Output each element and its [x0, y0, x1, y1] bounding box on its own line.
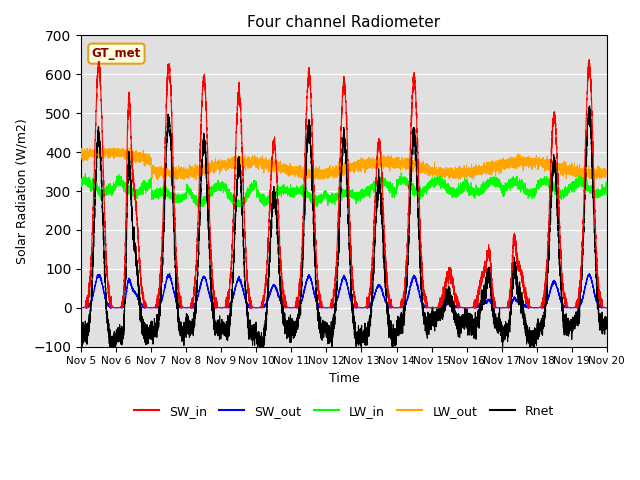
Rnet	[476, 305, 484, 311]
Rnet	[586, 103, 593, 109]
LW_out	[461, 170, 469, 176]
Legend: SW_in, SW_out, LW_in, LW_out, Rnet: SW_in, SW_out, LW_in, LW_out, Rnet	[129, 400, 559, 423]
Title: Four channel Radiometer: Four channel Radiometer	[248, 15, 440, 30]
SW_in	[476, 279, 484, 285]
LW_out	[476, 171, 484, 177]
Rnet	[603, 316, 611, 322]
LW_in	[326, 197, 334, 203]
LW_out	[603, 172, 611, 178]
SW_out	[166, 270, 173, 276]
LW_out	[581, 172, 589, 178]
Line: SW_out: SW_out	[81, 273, 607, 308]
SW_out	[326, 305, 334, 311]
SW_out	[82, 305, 90, 311]
SW_in	[586, 57, 593, 63]
SW_in	[77, 305, 85, 311]
LW_out	[77, 150, 85, 156]
SW_out	[461, 305, 469, 311]
SW_out	[581, 287, 589, 292]
SW_in	[461, 305, 469, 311]
LW_in	[256, 194, 264, 200]
Rnet	[256, 338, 264, 344]
Line: LW_in: LW_in	[81, 173, 607, 206]
Line: LW_out: LW_out	[81, 148, 607, 180]
Rnet	[78, 344, 86, 349]
X-axis label: Time: Time	[328, 372, 359, 385]
Line: SW_in: SW_in	[81, 60, 607, 308]
SW_out	[574, 304, 582, 310]
LW_in	[193, 204, 201, 209]
LW_in	[581, 176, 589, 182]
SW_in	[82, 305, 90, 311]
Rnet	[574, 312, 582, 318]
Rnet	[77, 335, 85, 341]
SW_out	[603, 305, 611, 311]
LW_out	[172, 177, 180, 182]
SW_in	[326, 304, 334, 310]
Line: Rnet: Rnet	[81, 106, 607, 347]
LW_in	[77, 183, 85, 189]
LW_out	[92, 145, 100, 151]
SW_in	[581, 167, 589, 172]
SW_out	[77, 305, 85, 311]
SW_in	[603, 305, 611, 311]
SW_out	[476, 302, 484, 308]
LW_out	[256, 156, 264, 162]
LW_in	[574, 180, 582, 185]
Rnet	[461, 316, 469, 322]
Text: GT_met: GT_met	[92, 47, 141, 60]
Y-axis label: Solar Radiation (W/m2): Solar Radiation (W/m2)	[15, 118, 28, 264]
LW_in	[476, 188, 484, 193]
LW_in	[603, 182, 611, 188]
LW_out	[326, 173, 334, 179]
SW_in	[574, 297, 582, 303]
Rnet	[326, 338, 334, 344]
LW_in	[461, 183, 469, 189]
SW_out	[256, 305, 264, 311]
Rnet	[581, 197, 589, 203]
LW_out	[574, 170, 582, 176]
SW_in	[256, 304, 264, 310]
LW_in	[397, 170, 405, 176]
